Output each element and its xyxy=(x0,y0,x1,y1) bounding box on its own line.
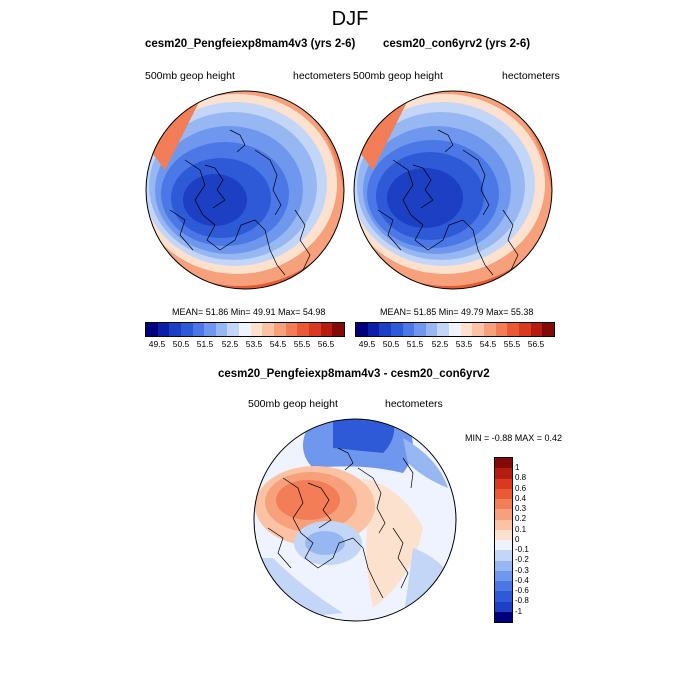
diff-colorbar-tick: -0.8 xyxy=(515,596,529,605)
panel-1-colorbar-tick: 50.5 xyxy=(172,339,190,349)
diff-polar-map xyxy=(253,418,457,622)
panel-2-colorbar-tick: 51.5 xyxy=(406,339,424,349)
diff-variable-label: 500mb geop height xyxy=(248,398,338,410)
panel-2-variable-label: 500mb geop height xyxy=(353,70,443,82)
panel-1-colorbar-tick: 51.5 xyxy=(196,339,214,349)
diff-colorbar-tick: 0.2 xyxy=(515,514,527,523)
diff-colorbar-tick: -0.6 xyxy=(515,586,529,595)
panel-1-colorbar-tick: 55.5 xyxy=(293,339,311,349)
diff-units-label: hectometers xyxy=(385,398,443,410)
panel-1-variable-label: 500mb geop height xyxy=(145,70,235,82)
panel-2-colorbar-tick: 55.5 xyxy=(503,339,521,349)
panel-1-polar-map xyxy=(145,90,345,290)
panel-1-stats: MEAN= 51.86 Min= 49.91 Max= 54.98 xyxy=(172,307,326,317)
panel-1-colorbar-tick: 54.5 xyxy=(269,339,287,349)
panel-2-colorbar-tick: 56.5 xyxy=(527,339,545,349)
panel-2-title: cesm20_con6yrv2 (yrs 2-6) xyxy=(383,38,531,50)
diff-colorbar-tick: -0.1 xyxy=(515,545,529,554)
diff-colorbar-tick: -0.4 xyxy=(515,576,529,585)
panel-1-colorbar-tick: 56.5 xyxy=(317,339,335,349)
diff-colorbar-tick: 0.1 xyxy=(515,525,527,534)
diff-minmax: MIN = -0.88 MAX = 0.42 xyxy=(465,433,563,443)
panel-2-colorbar xyxy=(355,322,555,337)
panel-2-colorbar-tick: 52.5 xyxy=(431,339,449,349)
panel-1-title: cesm20_Pengfeiexp8mam4v3 (yrs 2-6) xyxy=(145,38,356,50)
diff-colorbar-tick: 0.3 xyxy=(515,504,527,513)
diff-colorbar-tick: 0.6 xyxy=(515,484,527,493)
diff-colorbar-tick: -1 xyxy=(515,607,523,616)
panel-1-colorbar-tick: 53.5 xyxy=(245,339,263,349)
panel-1-colorbar-tick: 52.5 xyxy=(221,339,239,349)
panel-2-colorbar-tick: 49.5 xyxy=(358,339,376,349)
panel-1-colorbar-tick: 49.5 xyxy=(148,339,166,349)
diff-colorbar-tick: 0.8 xyxy=(515,473,527,482)
panel-1-units-label: hectometers xyxy=(293,70,351,82)
diff-colorbar-tick: 0 xyxy=(515,535,520,544)
main-title: DJF xyxy=(331,8,369,30)
panel-2-units-label: hectometers xyxy=(502,70,560,82)
panel-2-polar-map xyxy=(353,90,553,290)
panel-2-colorbar-tick: 54.5 xyxy=(479,339,497,349)
diff-colorbar-tick: -0.2 xyxy=(515,555,529,564)
panel-2-colorbar-tick: 50.5 xyxy=(382,339,400,349)
diff-title: cesm20_Pengfeiexp8mam4v3 - cesm20_con6yr… xyxy=(218,368,490,380)
diff-colorbar-tick: 0.4 xyxy=(515,494,527,503)
diff-colorbar-tick: 1 xyxy=(515,463,520,472)
diff-colorbar xyxy=(494,457,513,623)
panel-1-colorbar xyxy=(145,322,345,337)
panel-2-stats: MEAN= 51.85 Min= 49.79 Max= 55.38 xyxy=(380,307,534,317)
panel-2-colorbar-tick: 53.5 xyxy=(455,339,473,349)
diff-colorbar-tick: -0.3 xyxy=(515,566,529,575)
